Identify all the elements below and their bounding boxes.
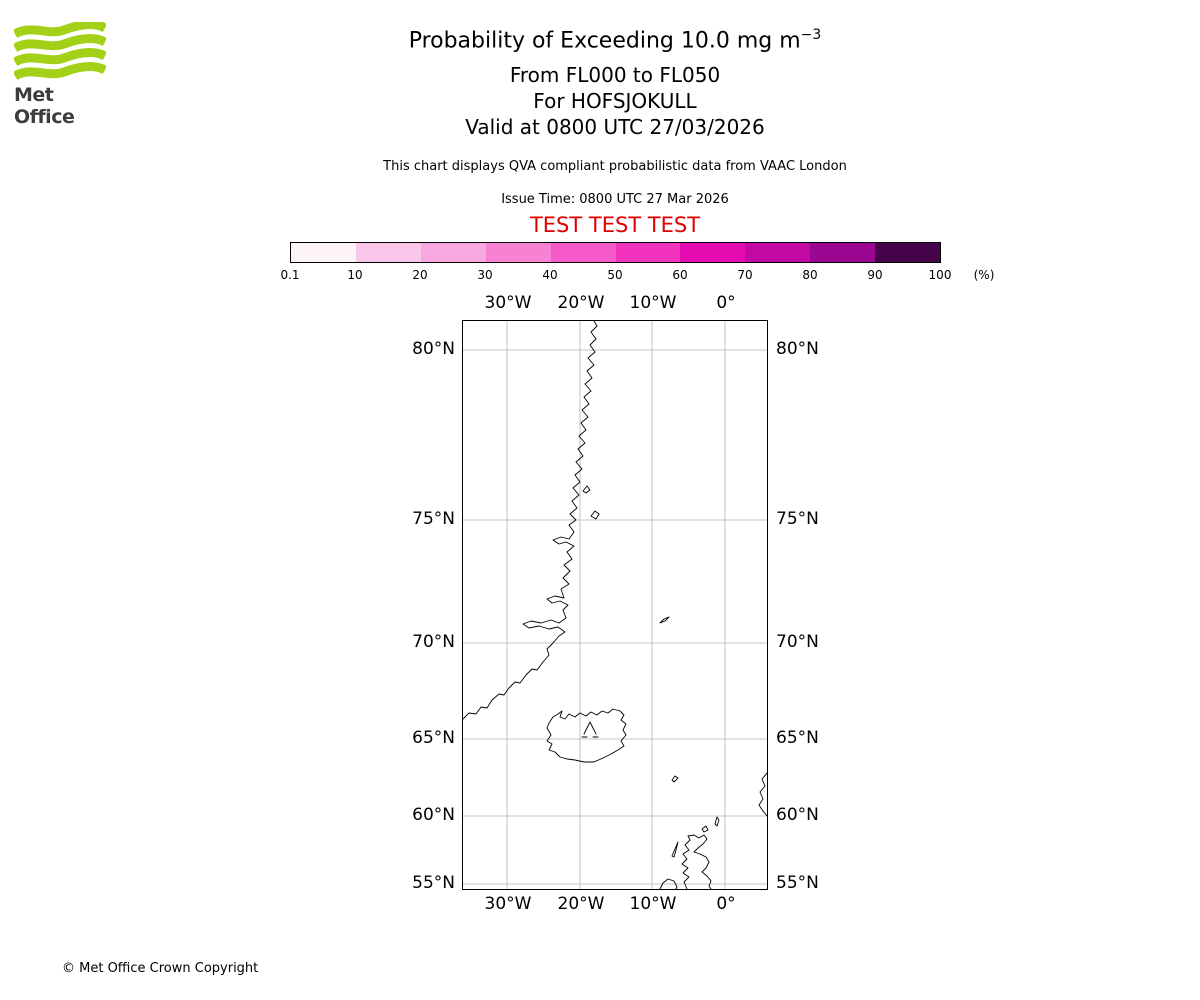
lat-label-right: 70°N [776, 632, 819, 652]
faroe-islands [671, 775, 679, 783]
lat-label-right: 55°N [776, 873, 819, 893]
volcano-marker [581, 721, 599, 738]
greenland-offshore-island [590, 510, 600, 520]
lon-label-top: 20°W [557, 293, 605, 313]
colorbar-tick-label: 20 [412, 268, 428, 282]
greenland-offshore-island-2 [582, 485, 591, 494]
colorbar-tick-label: 70 [737, 268, 753, 282]
outer-hebrides-islands [671, 841, 679, 858]
norway-coastline [758, 772, 767, 817]
probability-colorbar [290, 242, 941, 263]
shetland-islands [714, 816, 720, 827]
colorbar-segment [875, 243, 941, 262]
colorbar-tick-label: 90 [867, 268, 883, 282]
colorbar-unit-label: (%) [973, 268, 995, 282]
colorbar-segment [291, 243, 356, 262]
greenland-coastline [463, 321, 598, 720]
colorbar-segment [745, 243, 811, 262]
chart-title-exponent: −3 [800, 27, 822, 43]
lon-label-top: 0° [716, 293, 736, 313]
valid-time-subtitle: Valid at 0800 UTC 27/03/2026 [465, 115, 765, 139]
colorbar-tick-label: 30 [477, 268, 493, 282]
jan-mayen-island [659, 616, 670, 624]
copyright-text: © Met Office Crown Copyright [62, 961, 259, 976]
met-office-logo-text: Met Office [14, 84, 75, 128]
ireland-coastline [659, 878, 678, 889]
met-office-logo-waves [14, 22, 106, 80]
qva-note: This chart displays QVA compliant probab… [383, 159, 847, 174]
colorbar-segment [550, 243, 616, 262]
lat-label-right: 75°N [776, 509, 819, 529]
colorbar-segment [810, 243, 876, 262]
issue-time: Issue Time: 0800 UTC 27 Mar 2026 [501, 192, 729, 207]
colorbar-segment [355, 243, 421, 262]
lon-label-top: 10°W [629, 293, 677, 313]
colorbar-tick-label: 50 [607, 268, 623, 282]
met-office-logo: Met Office [14, 22, 114, 128]
chart-title-text: Probability of Exceeding 10.0 mg m [408, 28, 801, 54]
grid-lines [463, 321, 767, 889]
test-banner: TEST TEST TEST [529, 213, 701, 237]
lon-label-top: 30°W [484, 293, 532, 313]
lat-label-left: 55°N [412, 873, 455, 893]
colorbar-tick-label: 0.1 [280, 268, 300, 282]
lat-label-left: 65°N [412, 728, 455, 748]
scotland-coastline [681, 834, 712, 889]
colorbar-tick-label: 40 [542, 268, 558, 282]
colorbar-tick-label: 100 [928, 268, 952, 282]
lat-label-left: 60°N [412, 805, 455, 825]
iceland-coastline [546, 708, 627, 763]
lon-label-bottom: 0° [716, 894, 736, 914]
chart-title: Probability of Exceeding 10.0 mg m−3 [30, 27, 1200, 53]
lat-label-left: 70°N [412, 632, 455, 652]
colorbar-segment [615, 243, 681, 262]
lon-label-bottom: 20°W [557, 894, 605, 914]
orkney-islands [701, 825, 709, 833]
colorbar-segment [485, 243, 551, 262]
lat-label-right: 80°N [776, 339, 819, 359]
colorbar-tick-labels: (%) 0.1 10 20 30 40 50 60 70 80 90 100 [280, 268, 1010, 284]
lat-label-left: 75°N [412, 509, 455, 529]
lat-label-right: 65°N [776, 728, 819, 748]
header: Probability of Exceeding 10.0 mg m−3 Fro… [30, 0, 1200, 240]
flight-level-subtitle: From FL000 to FL050 [509, 63, 721, 87]
colorbar-segment [420, 243, 486, 262]
lon-label-bottom: 30°W [484, 894, 532, 914]
colorbar-tick-label: 60 [672, 268, 688, 282]
lon-label-bottom: 10°W [629, 894, 677, 914]
volcano-subtitle: For HOFSJOKULL [533, 89, 697, 113]
lat-label-left: 80°N [412, 339, 455, 359]
colorbar-tick-label: 10 [347, 268, 363, 282]
map-figure: 30°W 30°W 20°W 20°W 10°W 10°W 0° 0° 80°N 80°N 75°N… [412, 293, 819, 914]
colorbar-tick-label: 80 [802, 268, 818, 282]
colorbar-segment [680, 243, 746, 262]
map-canvas [463, 321, 767, 889]
lat-label-right: 60°N [776, 805, 819, 825]
